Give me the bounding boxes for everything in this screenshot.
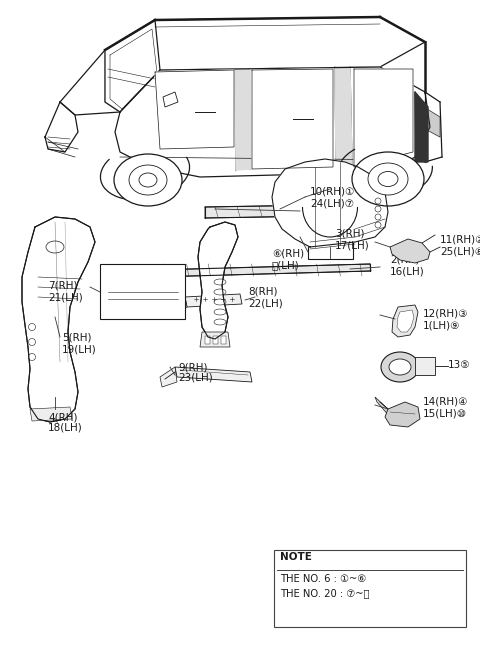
Text: ⑪(LH): ⑪(LH) [272,260,300,270]
Ellipse shape [214,309,226,315]
Polygon shape [415,92,428,162]
Text: 13⑤: 13⑤ [448,360,470,370]
Circle shape [28,338,36,346]
Circle shape [28,354,36,360]
Text: THE NO. 20 : ⑦~⑪: THE NO. 20 : ⑦~⑪ [279,588,369,598]
Text: 16(LH): 16(LH) [390,266,425,276]
Text: 7(RH): 7(RH) [48,281,77,291]
Text: 11(RH)②: 11(RH)② [440,235,480,245]
Text: THE NO. 6 : ①~⑥: THE NO. 6 : ①~⑥ [279,574,366,584]
Text: 23(LH): 23(LH) [178,373,213,383]
Polygon shape [252,69,333,169]
Ellipse shape [214,279,226,285]
Text: 17(LH): 17(LH) [335,240,370,250]
Bar [100,264,185,319]
Text: 10(RH)①: 10(RH)① [310,187,355,197]
Text: 24(LH)⑦: 24(LH)⑦ [310,198,354,208]
Bar [308,231,353,259]
Polygon shape [160,367,177,387]
Circle shape [375,198,381,204]
Polygon shape [178,292,187,313]
Polygon shape [105,20,160,112]
Polygon shape [390,239,430,263]
Ellipse shape [46,241,64,253]
Bar [213,336,218,344]
Ellipse shape [381,352,419,382]
Text: 25(LH)⑧: 25(LH)⑧ [440,246,480,256]
Polygon shape [375,397,390,417]
Polygon shape [22,217,95,422]
Ellipse shape [139,173,157,187]
Polygon shape [163,92,178,107]
Polygon shape [115,67,430,177]
Text: 8(RH): 8(RH) [248,287,277,297]
Text: 9(RH): 9(RH) [178,362,207,372]
Ellipse shape [389,359,411,375]
Circle shape [375,206,381,212]
Polygon shape [198,222,238,339]
Ellipse shape [214,319,226,325]
Polygon shape [335,67,352,167]
Text: 21(LH): 21(LH) [48,292,83,302]
Bar [415,357,435,375]
Polygon shape [392,305,418,337]
Polygon shape [235,69,251,170]
Text: 3(RH): 3(RH) [335,229,364,239]
Bar [221,336,226,344]
Text: 14(RH)④: 14(RH)④ [423,397,468,407]
Polygon shape [272,159,388,247]
Polygon shape [155,264,371,277]
Text: 18(LH): 18(LH) [48,423,83,433]
Bar [274,550,466,627]
Polygon shape [397,310,414,332]
Text: ⑥(RH): ⑥(RH) [272,249,304,259]
Text: 15(LH)⑩: 15(LH)⑩ [423,408,467,418]
Polygon shape [205,204,380,218]
Polygon shape [200,332,230,347]
Polygon shape [385,402,420,427]
Text: 2(RH): 2(RH) [390,255,420,265]
Circle shape [375,214,381,220]
Polygon shape [155,70,234,149]
Polygon shape [427,109,440,137]
Ellipse shape [352,152,424,206]
Polygon shape [30,407,72,421]
Ellipse shape [214,289,226,295]
Text: 4(RH): 4(RH) [48,412,77,422]
Circle shape [28,323,36,331]
Bar [205,336,210,344]
Ellipse shape [129,165,167,195]
Polygon shape [354,69,413,167]
Text: 1(LH)⑨: 1(LH)⑨ [423,320,460,330]
Polygon shape [185,294,242,307]
Text: 5(RH): 5(RH) [62,333,92,343]
Text: 12(RH)③: 12(RH)③ [423,309,468,319]
Text: 22(LH): 22(LH) [248,298,283,308]
Ellipse shape [368,163,408,195]
Ellipse shape [378,171,398,187]
Text: NOTE: NOTE [279,552,312,562]
Ellipse shape [114,154,182,206]
Polygon shape [175,367,252,382]
Ellipse shape [214,299,226,305]
Text: 19(LH): 19(LH) [62,344,97,354]
Circle shape [375,222,381,228]
